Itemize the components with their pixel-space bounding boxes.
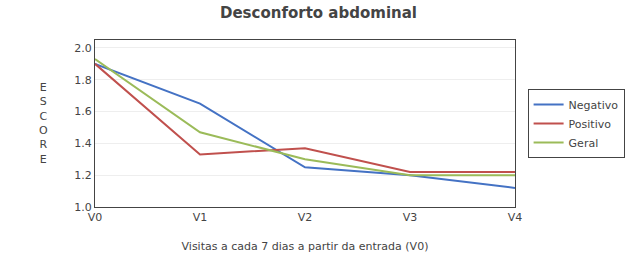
- svg-text:V2: V2: [298, 211, 313, 224]
- svg-text:1.2: 1.2: [74, 169, 92, 182]
- svg-text:Desconforto abdominal: Desconforto abdominal: [220, 4, 417, 22]
- svg-text:1.6: 1.6: [74, 105, 92, 118]
- svg-text:ESCORE: ESCORE: [39, 81, 48, 166]
- svg-text:2.0: 2.0: [74, 42, 92, 55]
- svg-text:1.8: 1.8: [74, 74, 92, 87]
- svg-text:1.0: 1.0: [74, 201, 92, 214]
- svg-text:V3: V3: [403, 211, 418, 224]
- svg-text:V0: V0: [88, 211, 103, 224]
- svg-text:V4: V4: [508, 211, 523, 224]
- svg-text:Positivo: Positivo: [569, 118, 612, 131]
- svg-text:1.4: 1.4: [74, 137, 92, 150]
- svg-text:V1: V1: [193, 211, 208, 224]
- svg-text:Visitas a cada 7 dias a partir: Visitas a cada 7 dias a partir da entrad…: [182, 240, 429, 253]
- svg-text:Geral: Geral: [569, 137, 599, 150]
- svg-text:Negativo: Negativo: [569, 99, 619, 112]
